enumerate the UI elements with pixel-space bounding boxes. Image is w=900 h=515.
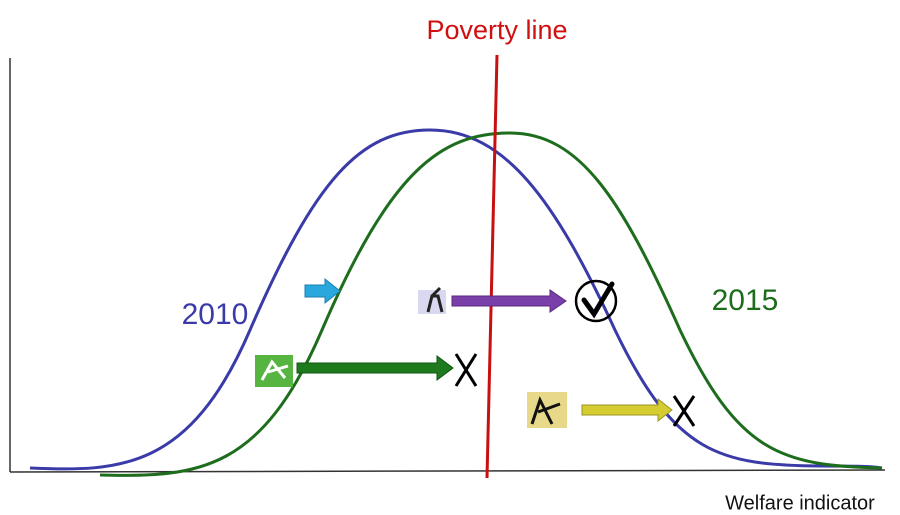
x-mark — [672, 395, 696, 427]
arrow — [451, 289, 567, 313]
icon-figure — [426, 286, 444, 313]
arrow — [296, 355, 454, 381]
curve-label: 2015 — [712, 284, 779, 317]
x-axis-label: Welfare indicator — [725, 492, 875, 514]
shift-arrow — [304, 277, 341, 305]
x-mark — [454, 353, 478, 387]
check-mark — [581, 281, 615, 319]
curve-2015 — [99, 131, 883, 477]
arrow — [581, 397, 673, 423]
poverty-line — [485, 54, 499, 479]
poverty-line-label: Poverty line — [426, 15, 567, 45]
icon-figure — [260, 359, 289, 381]
x-axis — [9, 469, 886, 473]
check-circle — [574, 279, 618, 323]
curve-label: 2010 — [182, 298, 249, 331]
icon-figure — [530, 396, 561, 425]
